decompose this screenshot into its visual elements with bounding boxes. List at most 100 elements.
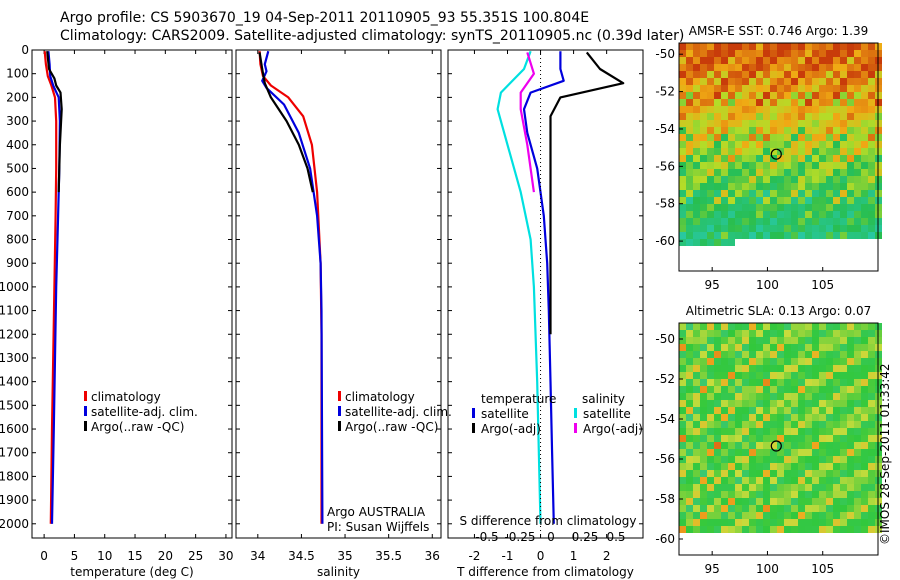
sst-cell bbox=[714, 239, 721, 246]
sst-cell bbox=[777, 155, 784, 162]
sla-cell bbox=[763, 484, 770, 491]
sst-cell bbox=[756, 99, 763, 106]
sla-cell bbox=[819, 449, 826, 456]
diff-legend-label: satellite bbox=[583, 407, 631, 421]
sla-cell bbox=[868, 358, 875, 365]
sla-cell bbox=[770, 526, 777, 533]
sla-cell bbox=[693, 372, 700, 379]
sst-cell bbox=[812, 99, 819, 106]
sla-cell bbox=[742, 386, 749, 393]
sla-cell bbox=[700, 505, 707, 512]
sla-cell bbox=[735, 344, 742, 351]
sst-cell bbox=[693, 134, 700, 141]
sla-cell bbox=[749, 470, 756, 477]
sst-cell bbox=[798, 113, 805, 120]
sst-cell bbox=[861, 176, 868, 183]
sla-cell bbox=[749, 477, 756, 484]
difference-series-argoadj bbox=[519, 52, 536, 193]
sla-cell bbox=[819, 491, 826, 498]
sst-cell bbox=[770, 127, 777, 134]
sla-cell bbox=[791, 435, 798, 442]
sst-cell bbox=[798, 169, 805, 176]
sla-cell bbox=[693, 323, 700, 330]
sla-cell bbox=[742, 505, 749, 512]
sla-cell bbox=[847, 519, 854, 526]
sla-cell bbox=[805, 456, 812, 463]
sst-cell bbox=[679, 120, 686, 127]
sst-cell bbox=[819, 113, 826, 120]
sst-cell bbox=[784, 92, 791, 99]
diff-x2tick-label: -0.5 bbox=[475, 530, 498, 544]
sst-cell bbox=[742, 155, 749, 162]
sst-cell bbox=[693, 204, 700, 211]
sst-cell bbox=[756, 106, 763, 113]
sla-cell bbox=[819, 351, 826, 358]
sla-cell bbox=[777, 428, 784, 435]
sst-xtick-label: 100 bbox=[756, 278, 779, 292]
sla-cell bbox=[812, 344, 819, 351]
sst-cell bbox=[819, 99, 826, 106]
sla-cell bbox=[756, 414, 763, 421]
sla-cell bbox=[798, 519, 805, 526]
sla-cell bbox=[868, 344, 875, 351]
sla-cell bbox=[714, 407, 721, 414]
sla-cell bbox=[749, 330, 756, 337]
sla-cell bbox=[847, 456, 854, 463]
sla-cell bbox=[847, 498, 854, 505]
sla-cell bbox=[833, 526, 840, 533]
salinity-legend-swatch bbox=[338, 421, 341, 431]
sla-ytick-label: -54 bbox=[655, 412, 675, 426]
sla-cell bbox=[854, 414, 861, 421]
sst-cell bbox=[854, 218, 861, 225]
sst-cell bbox=[714, 43, 721, 50]
sla-cell bbox=[707, 379, 714, 386]
sst-cell bbox=[693, 64, 700, 71]
sla-cell bbox=[763, 414, 770, 421]
difference-frame bbox=[447, 49, 644, 539]
sst-cell bbox=[763, 92, 770, 99]
sst-cell bbox=[728, 50, 735, 57]
sst-cell bbox=[861, 211, 868, 218]
temperature-xtick-label: 15 bbox=[127, 549, 142, 563]
sst-cell bbox=[756, 218, 763, 225]
sla-cell bbox=[784, 337, 791, 344]
sla-cell bbox=[854, 498, 861, 505]
sla-cell bbox=[742, 519, 749, 526]
sla-cell bbox=[777, 400, 784, 407]
sst-cell bbox=[854, 204, 861, 211]
sla-ytick-label: -50 bbox=[655, 332, 675, 346]
sla-cell bbox=[812, 337, 819, 344]
sst-cell bbox=[861, 71, 868, 78]
sst-cell bbox=[756, 50, 763, 57]
temperature-series-argorawqc bbox=[46, 51, 63, 193]
sla-cell bbox=[812, 498, 819, 505]
sla-cell bbox=[840, 407, 847, 414]
sla-cell bbox=[812, 400, 819, 407]
sst-cell bbox=[826, 176, 833, 183]
sst-cell bbox=[763, 225, 770, 232]
sla-cell bbox=[763, 456, 770, 463]
sla-cell bbox=[826, 358, 833, 365]
sla-cell bbox=[756, 491, 763, 498]
sla-cell bbox=[742, 337, 749, 344]
sla-cell bbox=[833, 337, 840, 344]
sla-cell bbox=[714, 337, 721, 344]
sst-cell bbox=[686, 148, 693, 155]
sla-cell bbox=[721, 421, 728, 428]
sst-cell bbox=[679, 190, 686, 197]
sst-cell bbox=[742, 64, 749, 71]
temperature-legend-label: Argo(..raw -QC) bbox=[91, 420, 184, 434]
sst-cell bbox=[826, 190, 833, 197]
sla-cell bbox=[707, 435, 714, 442]
sst-cell bbox=[784, 169, 791, 176]
sla-cell bbox=[798, 463, 805, 470]
sst-cell bbox=[861, 197, 868, 204]
sla-cell bbox=[861, 484, 868, 491]
sla-cell bbox=[749, 344, 756, 351]
sla-cell bbox=[791, 337, 798, 344]
sst-cell bbox=[833, 57, 840, 64]
sla-cell bbox=[854, 456, 861, 463]
sst-cell bbox=[777, 78, 784, 85]
sst-cell bbox=[742, 211, 749, 218]
sla-cell bbox=[728, 323, 735, 330]
